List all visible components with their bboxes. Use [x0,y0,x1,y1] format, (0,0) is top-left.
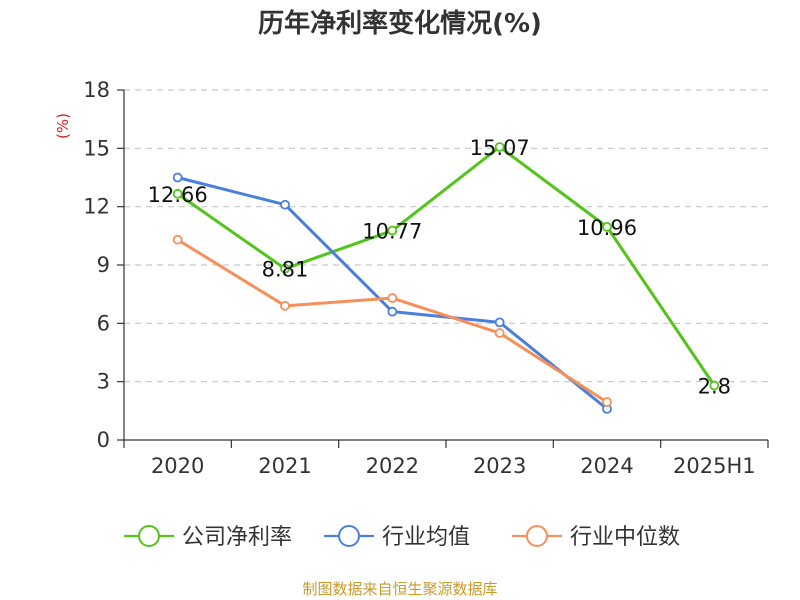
y-axis-unit: (%) [54,113,72,139]
x-tick-label: 2022 [366,454,419,478]
x-tick-label: 2023 [473,454,526,478]
y-tick-label: 6 [97,311,110,335]
data-point [602,221,612,232]
x-tick-label: 2020 [151,454,204,478]
legend-marker [138,525,160,547]
data-label: 8.81 [262,258,309,282]
data-point [602,397,612,407]
data-label: 10.96 [577,216,637,240]
data-point [494,142,505,152]
data-label: 12.66 [148,183,208,207]
source-note: 制图数据来自恒生聚源数据库 [302,580,497,598]
x-tick-label: 2025H1 [673,454,756,478]
data-point [280,263,290,274]
data-point [172,234,183,245]
data-point [280,199,290,210]
y-tick-label: 9 [97,253,110,277]
grid-lines [124,89,768,383]
legend: 公司净利率 行业均值 行业中位数 [124,525,680,550]
data-label: 2.8 [698,375,731,399]
data-point [387,306,398,317]
legend-label: 行业中位数 [570,525,680,550]
data-point [494,317,505,328]
data-label: 15.07 [470,136,530,160]
chart-title: 历年净利率变化情况(%) [258,8,542,39]
legend-marker [338,525,360,547]
x-tick-label: 2024 [580,454,633,478]
data-point [280,300,290,311]
data-point [494,328,505,338]
data-point [709,380,720,391]
data-point [172,172,183,183]
series-layer [172,142,720,414]
data-point [172,188,183,199]
data-label: 10.77 [362,220,422,244]
y-tick-label: 12 [83,195,110,219]
legend-label: 行业均值 [382,525,470,550]
y-tick-label: 3 [97,370,110,394]
series-line [176,238,608,404]
data-point [387,225,398,236]
x-tick-label: 2021 [258,454,311,478]
axes: 0 3 6 9 12 15 18 2020 2021 2022 2023 2024 2025H1 [83,78,769,478]
y-tick-label: 0 [97,428,110,452]
series-line [176,145,716,387]
data-point [387,293,398,303]
legend-marker [526,525,548,547]
data-labels: 12.66 8.81 10.77 15.07 10.96 2.8 [148,136,731,399]
y-tick-label: 18 [83,78,110,102]
y-tick-label: 15 [83,136,110,160]
legend-label: 公司净利率 [182,525,292,550]
